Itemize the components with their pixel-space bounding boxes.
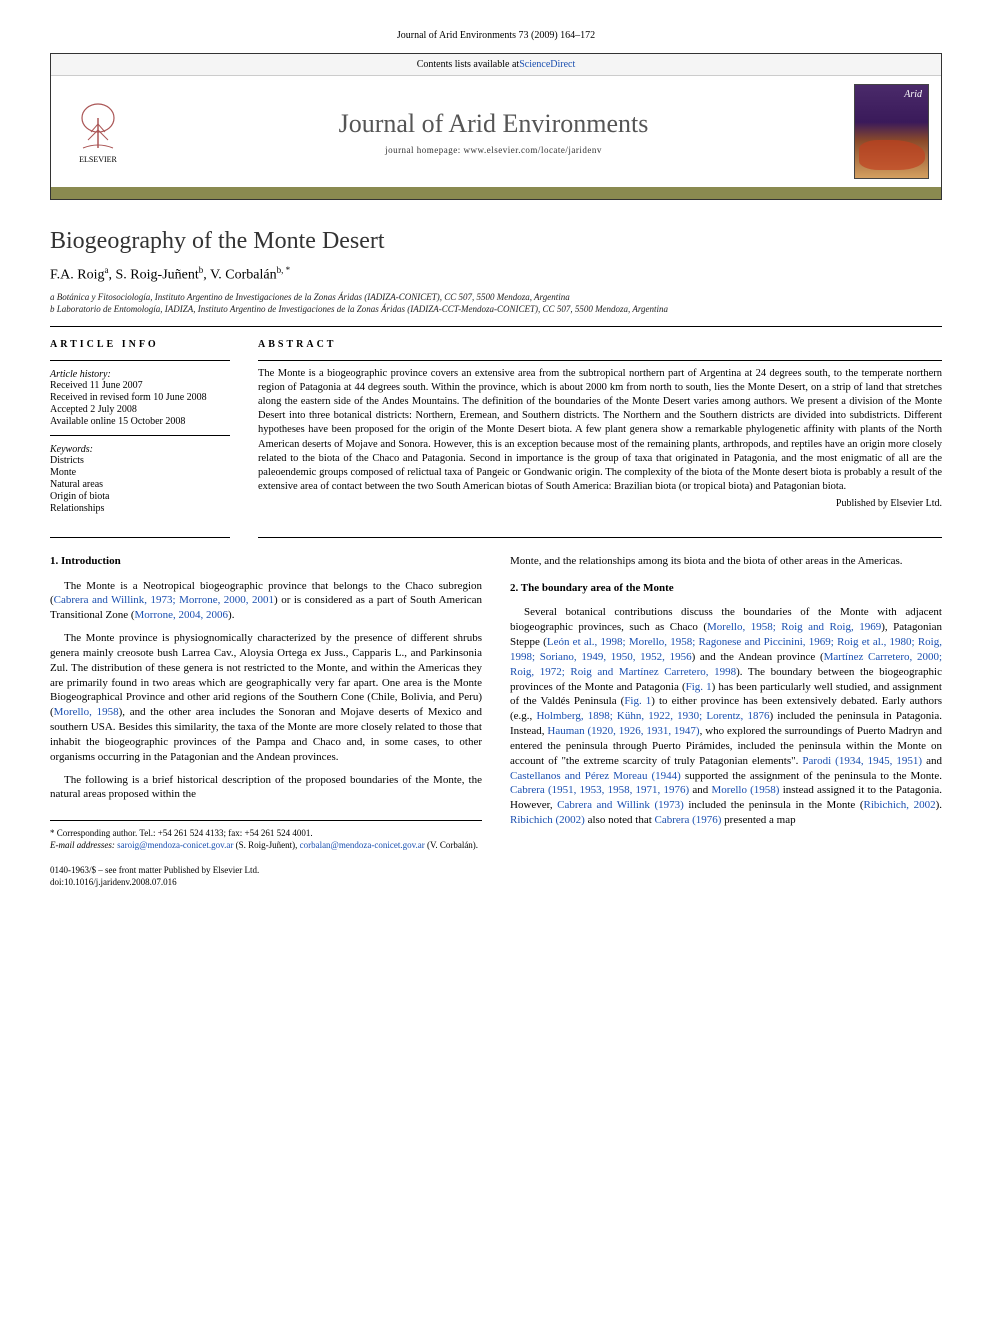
cover-label: Arid [904, 89, 922, 100]
section-1-para-3: The following is a brief historical desc… [50, 773, 482, 803]
article-title: Biogeography of the Monte Desert [50, 228, 942, 255]
sciencedirect-link[interactable]: ScienceDirect [519, 59, 575, 70]
body-column-right: Monte, and the relationships among its b… [510, 554, 942, 888]
history-received: Received 11 June 2007 [50, 380, 230, 391]
keyword-5: Relationships [50, 503, 230, 514]
cite-s2-11[interactable]: Morello (1958) [712, 784, 780, 796]
author-list: F.A. Roiga, S. Roig-Juñentb, V. Corbalán… [50, 265, 942, 284]
cite-s1p1-1[interactable]: Cabrera and Willink, 1973; Morrone, 2000… [54, 594, 274, 606]
cite-s2-15[interactable]: Cabrera (1976) [655, 814, 722, 826]
section-1-para-1: The Monte is a Neotropical biogeographic… [50, 579, 482, 624]
copyright-line: 0140-1963/$ – see front matter Published… [50, 864, 482, 876]
history-label: Article history: [50, 369, 230, 380]
abstract-divider [258, 360, 942, 361]
footnotes: * Corresponding author. Tel.: +54 261 52… [50, 820, 482, 851]
abstract-text: The Monte is a biogeographic province co… [258, 367, 942, 495]
corresponding-author: * Corresponding author. Tel.: +54 261 52… [50, 827, 482, 839]
affiliation-b: b Laboratorio de Entomología, IADIZA, In… [50, 304, 942, 314]
s2-k: and [689, 784, 711, 796]
keyword-3: Natural areas [50, 479, 230, 490]
s2-j: supported the assignment of the peninsul… [681, 770, 942, 782]
s2-c: ) and the Andean province ( [692, 651, 824, 663]
history-online: Available online 15 October 2008 [50, 416, 230, 427]
journal-cover-thumbnail: Arid [854, 84, 929, 179]
cite-s2-4[interactable]: Fig. 1 [686, 681, 712, 693]
published-by: Published by Elsevier Ltd. [258, 498, 942, 509]
info-abstract-row: ARTICLE INFO Article history: Received 1… [50, 339, 942, 515]
article-info-column: ARTICLE INFO Article history: Received 1… [50, 339, 230, 515]
cite-s2-7[interactable]: Hauman (1920, 1926, 1931, 1947) [547, 725, 699, 737]
history-revised: Received in revised form 10 June 2008 [50, 392, 230, 403]
s2-p: presented a map [721, 814, 795, 826]
cite-s1p2-1[interactable]: Morello, 1958 [54, 706, 119, 718]
abstract-label: ABSTRACT [258, 339, 942, 350]
journal-title-block: Journal of Arid Environments journal hom… [133, 109, 854, 155]
doi-line: doi:10.1016/j.jaridenv.2008.07.016 [50, 876, 482, 888]
s2-o: also noted that [585, 814, 655, 826]
journal-reference: Journal of Arid Environments 73 (2009) 1… [50, 30, 942, 41]
author-2-affil: b [199, 265, 204, 275]
header-contents-line: Contents lists available at ScienceDirec… [51, 54, 941, 76]
author-3-affil: b, * [277, 265, 291, 275]
history-accepted: Accepted 2 July 2008 [50, 404, 230, 415]
cite-s2-6[interactable]: Holmberg, 1898; Kühn, 1922, 1930; Lorent… [536, 710, 769, 722]
journal-header-box: Contents lists available at ScienceDirec… [50, 53, 942, 200]
section-1-para-3-cont: Monte, and the relationships among its b… [510, 554, 942, 569]
post-abstract-dividers [50, 533, 942, 554]
keyword-4: Origin of biota [50, 491, 230, 502]
email-addresses: E-mail addresses: saroig@mendoza-conicet… [50, 839, 482, 851]
author-2: S. Roig-Juñent [116, 268, 199, 283]
divider-abstract-bottom [258, 537, 942, 538]
info-divider-1 [50, 360, 230, 361]
s2-n: ). [936, 799, 942, 811]
s2-i: and [922, 755, 942, 767]
abstract-column: ABSTRACT The Monte is a biogeographic pr… [258, 339, 942, 515]
email-label: E-mail addresses: [50, 840, 115, 850]
header-accent-bar [51, 187, 941, 199]
section-2-heading: 2. The boundary area of the Monte [510, 581, 942, 596]
affiliation-a: a Botánica y Fitosociología, Instituto A… [50, 292, 942, 302]
article-info-label: ARTICLE INFO [50, 339, 230, 350]
divider-info-bottom [50, 537, 230, 538]
section-2-para-1: Several botanical contributions discuss … [510, 605, 942, 828]
keyword-2: Monte [50, 467, 230, 478]
header-mid-row: ELSEVIER Journal of Arid Environments jo… [51, 76, 941, 187]
email-2-suffix: (V. Corbalán). [425, 840, 478, 850]
s1p1-c: ). [228, 609, 234, 621]
author-3: V. Corbalán [210, 268, 277, 283]
author-1: F.A. Roig [50, 268, 105, 283]
doi-block: 0140-1963/$ – see front matter Published… [50, 864, 482, 888]
email-2[interactable]: corbalan@mendoza-conicet.gov.ar [300, 840, 425, 850]
cite-s2-12[interactable]: Cabrera and Willink (1973) [557, 799, 684, 811]
cite-s1p1-2[interactable]: Morrone, 2004, 2006 [135, 609, 229, 621]
email-1[interactable]: saroig@mendoza-conicet.gov.ar [117, 840, 233, 850]
publisher-name: ELSEVIER [79, 155, 117, 164]
cite-s2-13[interactable]: Ribichich, 2002 [864, 799, 936, 811]
body-column-left: 1. Introduction The Monte is a Neotropic… [50, 554, 482, 888]
journal-title: Journal of Arid Environments [133, 109, 854, 139]
section-1-para-2: The Monte province is physiognomically c… [50, 631, 482, 765]
cite-s2-5[interactable]: Fig. 1 [624, 695, 651, 707]
elsevier-logo: ELSEVIER [63, 100, 133, 164]
s2-m: included the peninsula in the Monte ( [684, 799, 864, 811]
keywords-label: Keywords: [50, 444, 230, 455]
cover-map-icon [859, 140, 925, 170]
cite-s2-8[interactable]: Parodi (1934, 1945, 1951) [802, 755, 922, 767]
cite-s2-14[interactable]: Ribichich (2002) [510, 814, 585, 826]
cite-s2-9[interactable]: Castellanos and Pérez Moreau (1944) [510, 770, 681, 782]
section-1-heading: 1. Introduction [50, 554, 482, 569]
contents-text: Contents lists available at [417, 59, 519, 70]
body-two-columns: 1. Introduction The Monte is a Neotropic… [50, 554, 942, 888]
keyword-1: Districts [50, 455, 230, 466]
author-1-affil: a [105, 265, 109, 275]
info-divider-2 [50, 435, 230, 436]
divider-top [50, 326, 942, 327]
elsevier-tree-icon [73, 100, 123, 155]
cite-s2-10[interactable]: Cabrera (1951, 1953, 1958, 1971, 1976) [510, 784, 689, 796]
email-1-suffix: (S. Roig-Juñent), [233, 840, 299, 850]
journal-homepage[interactable]: journal homepage: www.elsevier.com/locat… [133, 145, 854, 155]
cite-s2-1[interactable]: Morello, 1958; Roig and Roig, 1969 [707, 621, 881, 633]
